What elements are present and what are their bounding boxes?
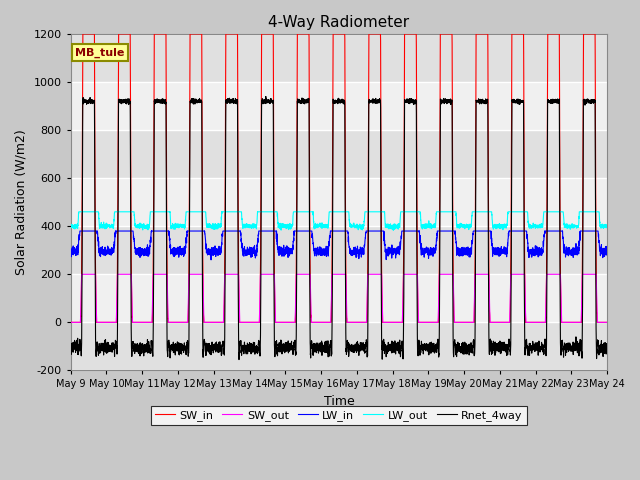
Rnet_4way xyxy=(603,345,611,350)
LW_in xyxy=(163,228,171,234)
LW_out xyxy=(75,209,83,215)
Rnet_4way xyxy=(604,349,611,355)
SW_in xyxy=(67,320,74,325)
LW_in xyxy=(319,249,327,254)
Rnet_4way xyxy=(490,347,497,353)
SW_in xyxy=(429,320,437,325)
SW_in xyxy=(603,320,611,325)
SW_out xyxy=(604,320,611,325)
LW_in xyxy=(207,257,215,263)
SW_in xyxy=(604,320,611,325)
LW_out xyxy=(67,222,74,228)
SW_in xyxy=(490,320,497,325)
SW_out xyxy=(78,271,86,277)
X-axis label: Time: Time xyxy=(324,395,355,408)
SW_in xyxy=(460,320,467,325)
Bar xyxy=(70,274,607,323)
LW_out xyxy=(490,222,497,228)
SW_in xyxy=(163,285,171,291)
SW_in xyxy=(319,320,326,325)
LW_in xyxy=(604,252,611,257)
LW_in xyxy=(67,245,74,251)
Bar xyxy=(70,34,607,82)
LW_out xyxy=(163,209,171,215)
LW_out xyxy=(390,228,397,233)
Rnet_4way xyxy=(67,342,74,348)
LW_in xyxy=(460,249,467,254)
SW_out xyxy=(319,320,326,325)
LW_out xyxy=(319,222,326,228)
Rnet_4way xyxy=(163,341,171,347)
Rnet_4way xyxy=(460,346,467,352)
Rnet_4way xyxy=(235,357,243,362)
LW_out xyxy=(604,224,611,229)
Text: MB_tule: MB_tule xyxy=(75,48,124,58)
Line: Rnet_4way: Rnet_4way xyxy=(70,96,607,360)
Legend: SW_in, SW_out, LW_in, LW_out, Rnet_4way: SW_in, SW_out, LW_in, LW_out, Rnet_4way xyxy=(150,406,527,425)
Bar xyxy=(70,178,607,226)
Rnet_4way xyxy=(429,347,437,353)
Bar xyxy=(70,82,607,130)
Rnet_4way xyxy=(262,94,269,99)
LW_in xyxy=(490,248,497,254)
Line: SW_out: SW_out xyxy=(70,274,607,323)
SW_out xyxy=(429,320,437,325)
SW_in xyxy=(79,31,86,37)
LW_in xyxy=(429,252,437,257)
SW_out xyxy=(67,320,74,325)
LW_out xyxy=(603,224,611,230)
LW_out xyxy=(460,222,467,228)
SW_out xyxy=(603,320,611,325)
LW_in xyxy=(603,251,611,257)
Bar xyxy=(70,130,607,178)
Line: LW_in: LW_in xyxy=(70,231,607,260)
LW_in xyxy=(76,228,84,234)
Title: 4-Way Radiometer: 4-Way Radiometer xyxy=(268,15,410,30)
Line: SW_in: SW_in xyxy=(70,34,607,323)
LW_out xyxy=(429,224,437,230)
Line: LW_out: LW_out xyxy=(70,212,607,230)
SW_out xyxy=(163,278,171,284)
Y-axis label: Solar Radiation (W/m2): Solar Radiation (W/m2) xyxy=(15,129,28,275)
SW_out xyxy=(460,320,467,325)
Bar xyxy=(70,226,607,274)
Bar xyxy=(70,323,607,371)
Rnet_4way xyxy=(319,347,327,353)
SW_out xyxy=(490,320,497,325)
